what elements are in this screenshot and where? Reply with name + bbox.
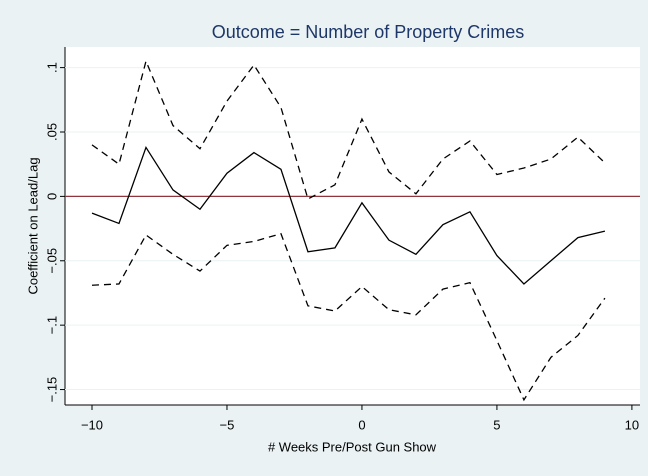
x-tick-label: −5 bbox=[220, 417, 235, 432]
y-tick-label: .1 bbox=[44, 62, 59, 73]
y-axis-title: Coefficient on Lead/Lag bbox=[25, 157, 40, 294]
x-tick-label: −10 bbox=[81, 417, 103, 432]
x-tick-label: 10 bbox=[625, 417, 639, 432]
y-tick-label: −.15 bbox=[44, 377, 59, 403]
x-axis-title: # Weeks Pre/Post Gun Show bbox=[268, 439, 437, 454]
x-tick-label: 0 bbox=[358, 417, 365, 432]
y-tick-label: .05 bbox=[44, 123, 59, 141]
chart-title: Outcome = Number of Property Crimes bbox=[212, 22, 525, 42]
series-line bbox=[91, 232, 606, 402]
y-tick-label: −.05 bbox=[44, 248, 59, 274]
x-tick-label: 5 bbox=[493, 417, 500, 432]
y-tick-label: 0 bbox=[44, 193, 59, 200]
series-line bbox=[91, 145, 606, 285]
series-line bbox=[91, 59, 606, 200]
plot-area bbox=[65, 47, 640, 405]
y-tick-label: −.1 bbox=[44, 316, 59, 334]
